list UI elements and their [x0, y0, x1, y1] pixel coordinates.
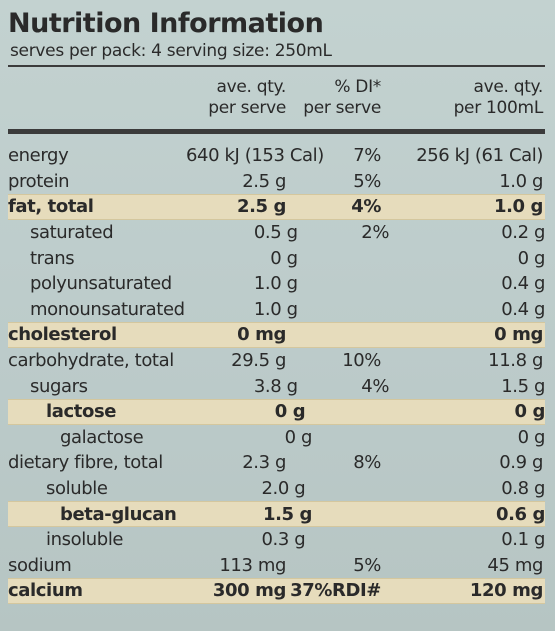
- di-value: 5%: [353, 554, 381, 576]
- per-serve-value: 2.5 g: [236, 196, 286, 218]
- per-100-value: 0.6 g: [495, 503, 545, 525]
- per-100-value: 1.5 g: [501, 375, 545, 397]
- per-serve-value: 300 mg: [212, 580, 286, 602]
- per-100-value: 1.0 g: [499, 170, 543, 192]
- per-serve-value: 0.5 g: [253, 222, 298, 244]
- nutrient-label: cholesterol: [8, 324, 117, 346]
- header-di-line1: % DI*: [334, 77, 381, 97]
- nutrient-label: fat, total: [8, 196, 94, 218]
- header-per-100-line1: ave. qty.: [473, 77, 543, 97]
- top-divider: [8, 65, 545, 67]
- per-100-value: 11.8 g: [488, 350, 543, 372]
- nutrient-label: lactose: [46, 401, 117, 423]
- per-serve-value: 0 g: [284, 426, 313, 448]
- nutrient-label: dietary fibre, total: [8, 452, 163, 474]
- per-100-value: 45 mg: [487, 554, 543, 576]
- column-headers: ave. qty. per serve % DI* per serve ave.…: [8, 67, 545, 129]
- per-100-value: 0.4 g: [501, 298, 545, 320]
- nutrient-label: trans: [30, 247, 75, 269]
- header-divider: [8, 129, 545, 134]
- nutrient-row: soluble 2.0 g 0.8 g: [8, 476, 545, 502]
- header-per-100: ave. qty. per 100mL: [381, 77, 544, 119]
- nutrient-label: protein: [8, 170, 70, 192]
- per-100-value: 0 g: [517, 426, 546, 448]
- nutrient-label: calcium: [8, 580, 83, 602]
- header-per-serve-line1: ave. qty.: [216, 77, 286, 97]
- nutrient-label: energy: [8, 145, 69, 167]
- nutrient-label: beta-glucan: [60, 503, 177, 525]
- header-di-line2: per serve: [303, 98, 381, 118]
- per-serve-value: 0 g: [274, 401, 306, 423]
- per-serve-value: 0 g: [270, 247, 298, 269]
- header-per-serve-line2: per serve: [208, 98, 286, 118]
- nutrient-row: sodium 113 mg 5% 45 mg: [8, 553, 545, 579]
- nutrient-row: protein 2.5 g 5% 1.0 g: [8, 169, 545, 195]
- per-serve-value: 1.0 g: [253, 273, 298, 295]
- per-100-value: 0 mg: [494, 324, 543, 346]
- per-100-value: 256 kJ (61 Cal): [416, 145, 543, 167]
- per-100-value: 0.9 g: [499, 452, 543, 474]
- nutrient-row: dietary fibre, total 2.3 g 8% 0.9 g: [8, 450, 545, 476]
- di-value: 2%: [361, 222, 390, 244]
- nutrient-row: insoluble 0.3 g 0.1 g: [8, 527, 545, 553]
- per-serve-value: 3.8 g: [253, 375, 298, 397]
- per-100-value: 0.1 g: [501, 529, 545, 551]
- per-100-value: 0 g: [517, 247, 546, 269]
- nutrient-label: soluble: [46, 478, 108, 500]
- nutrient-row: beta-glucan 1.5 g 0.6 g: [8, 501, 545, 527]
- nutrient-label: galactose: [60, 426, 144, 448]
- nutrient-row: fat, total 2.5 g 4% 1.0 g: [8, 194, 545, 220]
- nutrient-row: cholesterol 0 mg 0 mg: [8, 322, 545, 348]
- panel-title: Nutrition Information: [8, 8, 324, 39]
- per-serve-value: 1.0 g: [253, 298, 298, 320]
- nutrient-row: carbohydrate, total 29.5 g 10% 11.8 g: [8, 348, 545, 374]
- per-serve-value: 2.3 g: [242, 452, 286, 474]
- per-serve-value: 1.5 g: [262, 503, 313, 525]
- nutrient-label: sodium: [8, 554, 72, 576]
- nutrient-label: saturated: [30, 222, 114, 244]
- nutrient-row: sugars 3.8 g 4% 1.5 g: [8, 373, 545, 399]
- nutrient-label: monounsaturated: [30, 298, 185, 320]
- nutrient-label: sugars: [30, 375, 88, 397]
- per-serve-value: 640 kJ (153 Cal): [186, 145, 324, 167]
- nutrient-label: polyunsaturated: [30, 273, 172, 295]
- per-100-value: 0.8 g: [501, 478, 545, 500]
- di-value: 5%: [353, 170, 381, 192]
- per-100-value: 0.4 g: [501, 273, 545, 295]
- serves-info: serves per pack: 4 serving size: 250mL: [10, 41, 332, 61]
- per-100-value: 1.0 g: [493, 196, 543, 218]
- nutrient-row: lactose 0 g 0 g: [8, 398, 546, 425]
- header-per-100-line2: per 100mL: [453, 98, 544, 118]
- nutrient-label: insoluble: [46, 529, 124, 551]
- nutrient-row: saturated 0.5 g 2% 0.2 g: [8, 220, 545, 246]
- per-serve-value: 2.0 g: [261, 478, 306, 500]
- di-value: 8%: [353, 452, 381, 474]
- nutrient-row: trans 0 g 0 g: [8, 245, 545, 271]
- per-100-value: 120 mg: [469, 580, 543, 602]
- per-serve-value: 29.5 g: [231, 350, 286, 372]
- per-100-value: 0.2 g: [501, 222, 545, 244]
- nutrient-row: galactose 0 g 0 g: [8, 425, 545, 451]
- di-value: 4%: [361, 375, 390, 397]
- header-per-serve: ave. qty. per serve: [186, 77, 286, 119]
- di-value: 10%: [342, 350, 381, 372]
- per-serve-value: 113 mg: [219, 554, 286, 576]
- di-value: 4%: [351, 196, 381, 218]
- per-serve-value: 0 mg: [237, 324, 286, 346]
- per-100-value: 0 g: [514, 401, 546, 423]
- nutrient-label: carbohydrate, total: [8, 350, 174, 372]
- di-value: 37%RDI#: [290, 580, 381, 602]
- nutrient-row: monounsaturated 1.0 g 0.4 g: [8, 297, 545, 323]
- nutrient-row: polyunsaturated 1.0 g 0.4 g: [8, 271, 545, 297]
- per-serve-value: 2.5 g: [242, 170, 286, 192]
- nutrient-row: calcium 300 mg 37%RDI# 120 mg: [8, 578, 545, 604]
- di-value: 7%: [353, 145, 381, 167]
- nutrient-row: energy 640 kJ (153 Cal) 7% 256 kJ (61 Cal): [8, 143, 545, 169]
- nutrient-table: energy 640 kJ (153 Cal) 7% 256 kJ (61 Cal) p…: [8, 143, 545, 604]
- per-serve-value: 0.3 g: [261, 529, 306, 551]
- header-di: % DI* per serve: [286, 77, 381, 119]
